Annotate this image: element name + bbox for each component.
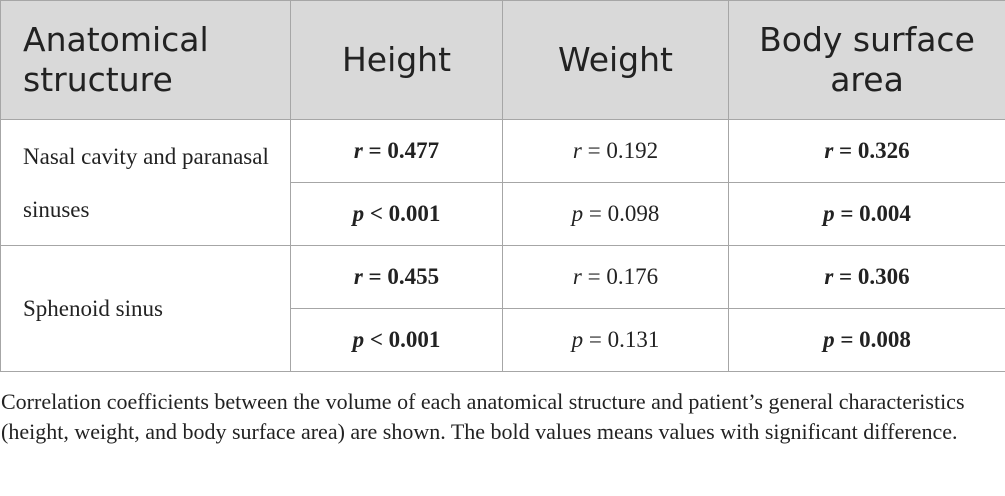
structure-cell: Nasal cavity and paranasal sinuses xyxy=(0,119,291,246)
stat-value: 0.001 xyxy=(388,201,441,226)
stat-operator: = xyxy=(839,264,853,289)
stat-symbol: p xyxy=(571,201,584,226)
structure-cell: Sphenoid sinus xyxy=(0,245,291,372)
stat-cell: p = 0.131 xyxy=(502,308,729,372)
stat-symbol: p xyxy=(823,327,835,352)
stat-operator: = xyxy=(587,138,601,163)
stat-cell: r = 0.176 xyxy=(502,245,729,309)
stat-symbol: r xyxy=(353,138,363,163)
stat-operator: = xyxy=(368,264,382,289)
stat-cell: p = 0.004 xyxy=(728,182,1005,246)
stat-symbol: r xyxy=(572,264,582,289)
stat-cell: p = 0.098 xyxy=(502,182,729,246)
page: Anatomical structure Height Weight Body sur… xyxy=(0,0,1005,444)
stat-operator: = xyxy=(588,327,602,352)
body-row: p < 0.001 p = 0.131 p = 0.008 xyxy=(1,308,1005,372)
stat-operator: = xyxy=(840,201,854,226)
stat-operator: < xyxy=(369,201,383,226)
header-cell: Height xyxy=(290,0,503,120)
header-text: Body surface area xyxy=(759,20,975,99)
stat-value: 0.004 xyxy=(859,201,911,226)
stat-cell: p < 0.001 xyxy=(290,182,503,246)
stat-symbol: p xyxy=(571,327,584,352)
stat-value: 0.131 xyxy=(607,327,660,352)
stat-operator: < xyxy=(369,327,383,352)
data-table: Anatomical structure Height Weight Body sur… xyxy=(0,0,1005,372)
stat-symbol: r xyxy=(353,264,363,289)
stat-symbol: r xyxy=(572,138,582,163)
stat-value: 0.192 xyxy=(606,138,659,163)
body-row: Sphenoid sinus r = 0.455 r = 0.176 r = 0.30… xyxy=(0,245,1005,372)
stat-value: 0.001 xyxy=(388,327,441,352)
stat-value: 0.176 xyxy=(606,264,659,289)
header-row: Anatomical structure Height Weight Body sur… xyxy=(0,0,1005,120)
stat-value: 0.008 xyxy=(859,327,911,352)
caption: Correlation coefficients between the vol… xyxy=(1,389,965,444)
stat-value: 0.477 xyxy=(387,138,440,163)
stat-symbol: p xyxy=(823,201,835,226)
stat-cell: r = 0.477 xyxy=(290,119,503,183)
stat-symbol: p xyxy=(352,201,365,226)
header-text: Weight xyxy=(558,40,673,79)
stat-value: 0.455 xyxy=(387,264,440,289)
header-text: Anatomical structure xyxy=(23,20,209,99)
stat-operator: = xyxy=(839,138,853,163)
stat-cell: r = 0.306 xyxy=(728,245,1005,309)
header-cell: Body surface area xyxy=(728,0,1005,120)
stat-operator: = xyxy=(368,138,382,163)
header-cell: Weight xyxy=(502,0,729,120)
stat-value: 0.326 xyxy=(857,138,910,163)
body-row: p < 0.001 p = 0.098 p = 0.004 xyxy=(1,182,1005,246)
stat-cell: p < 0.001 xyxy=(290,308,503,372)
stat-cell: p = 0.008 xyxy=(728,308,1005,372)
stat-symbol: r xyxy=(824,138,834,163)
stat-cell: r = 0.455 xyxy=(290,245,503,309)
stat-symbol: r xyxy=(824,264,834,289)
header-cell: Anatomical structure xyxy=(0,0,291,120)
stat-operator: = xyxy=(840,327,854,352)
stat-value: 0.098 xyxy=(607,201,660,226)
stat-operator: = xyxy=(588,201,602,226)
stat-cell: r = 0.192 xyxy=(502,119,729,183)
stat-operator: = xyxy=(587,264,601,289)
body-row: Nasal cavity and paranasal sinuses r = 0.… xyxy=(0,119,1005,246)
header-text: Height xyxy=(341,40,452,79)
stat-value: 0.306 xyxy=(857,264,910,289)
stat-cell: r = 0.326 xyxy=(728,119,1005,183)
stat-symbol: p xyxy=(352,327,365,352)
